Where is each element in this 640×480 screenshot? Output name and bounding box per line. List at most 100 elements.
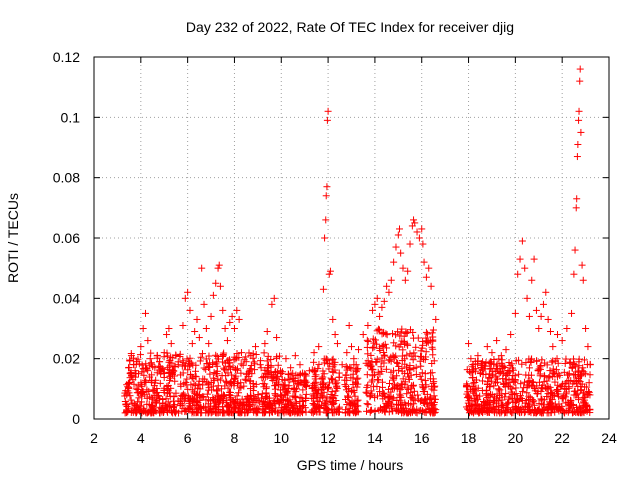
data-point <box>380 297 388 305</box>
data-point <box>223 337 231 345</box>
band-point <box>189 408 197 416</box>
band-point <box>281 403 289 411</box>
band-point <box>285 407 293 415</box>
x-tick-label: 16 <box>414 430 430 446</box>
band-point <box>354 364 362 372</box>
band-point <box>351 392 359 400</box>
band-point <box>272 367 280 375</box>
band-point <box>152 398 160 406</box>
band-point <box>180 396 188 404</box>
data-point <box>523 294 531 302</box>
band-point <box>133 405 141 413</box>
data-point <box>209 291 217 299</box>
data-point <box>532 306 540 314</box>
data-point <box>394 231 402 239</box>
band-point <box>171 409 179 417</box>
band-point <box>315 398 323 406</box>
band-point <box>364 350 372 358</box>
data-point <box>282 355 290 363</box>
band-point <box>131 367 139 375</box>
band-point <box>146 393 154 401</box>
band-point <box>309 399 317 407</box>
data-point <box>263 328 271 336</box>
band-point <box>323 355 331 363</box>
data-point <box>537 312 545 320</box>
band-point <box>403 329 411 337</box>
data-point <box>268 300 276 308</box>
band-point <box>422 348 430 356</box>
band-point <box>230 409 238 417</box>
data-point <box>570 270 578 278</box>
band-point <box>247 362 255 370</box>
data-point <box>584 343 592 351</box>
data-point <box>488 349 496 357</box>
data-point <box>202 325 210 332</box>
band-point <box>219 393 227 401</box>
data-point <box>198 264 206 272</box>
band-point <box>131 373 139 381</box>
data-point <box>324 107 332 115</box>
band-point <box>222 366 230 374</box>
band-point <box>251 405 259 413</box>
band-point <box>283 388 291 396</box>
band-point <box>159 365 167 373</box>
data-point <box>235 315 243 323</box>
band-point <box>164 386 172 394</box>
band-point <box>347 374 355 382</box>
band-point <box>221 359 229 367</box>
data-point <box>364 321 372 329</box>
data-point <box>329 315 337 323</box>
band-point <box>222 399 230 407</box>
chart-title: Day 232 of 2022, Rate Of TEC Index for r… <box>186 19 514 35</box>
band-point <box>429 351 437 359</box>
band-point <box>224 407 232 415</box>
data-point <box>350 355 358 363</box>
band-point <box>561 359 569 367</box>
band-point <box>170 393 178 401</box>
data-point <box>373 294 381 302</box>
band-point <box>147 359 155 367</box>
band-point <box>240 398 248 406</box>
data-point <box>573 195 581 203</box>
band-point <box>196 385 204 393</box>
band-point <box>127 372 135 380</box>
data-point <box>319 285 327 293</box>
band-point <box>157 370 165 378</box>
x-tick-label: 22 <box>554 430 570 446</box>
band-point <box>314 402 322 410</box>
data-point <box>345 321 353 329</box>
data-point <box>142 309 149 317</box>
data-point <box>226 318 234 326</box>
data-point <box>563 325 571 332</box>
band-point <box>142 378 150 386</box>
band-point <box>160 369 168 377</box>
band-point <box>279 381 287 389</box>
band-point <box>147 349 155 357</box>
data-point <box>181 294 189 302</box>
band-point <box>353 375 361 383</box>
band-point <box>190 380 198 388</box>
data-point <box>575 116 583 124</box>
data-point <box>338 361 346 369</box>
x-tick-label: 24 <box>601 430 617 446</box>
band-point <box>311 366 319 374</box>
band-point <box>206 359 214 367</box>
data-point <box>188 340 196 348</box>
band-point <box>184 385 192 393</box>
band-point <box>342 408 350 416</box>
band-point <box>323 393 331 401</box>
data-point <box>359 331 367 339</box>
data-point <box>514 270 522 278</box>
band-point <box>586 371 594 379</box>
band-point <box>298 394 306 402</box>
band-point <box>289 408 297 416</box>
data-point <box>215 261 223 269</box>
data-point <box>397 249 405 257</box>
band-point <box>126 356 134 364</box>
band-point <box>188 398 196 406</box>
band-point <box>219 352 227 360</box>
data-point <box>205 340 213 348</box>
data-point <box>465 340 473 348</box>
x-tick-label: 20 <box>508 430 524 446</box>
band-point <box>262 393 270 401</box>
